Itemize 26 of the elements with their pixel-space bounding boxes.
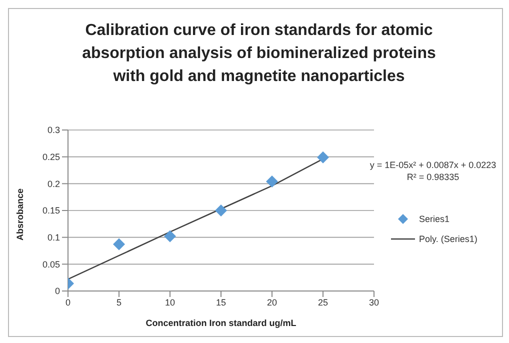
point — [164, 230, 176, 242]
x-tick-label: 10 — [164, 297, 176, 308]
x-tick-label: 30 — [368, 297, 380, 308]
x-tick-label: 5 — [116, 297, 122, 308]
y-axis-title: Absrobance — [15, 188, 26, 240]
x-tick-label: 0 — [65, 297, 71, 308]
y-tick-label: 0.2 — [47, 178, 60, 189]
x-tick-label: 20 — [266, 297, 278, 308]
x-axis-title: Concentration Iron standard ug/mL — [146, 318, 297, 328]
chart-title: Calibration curve of iron standards for atomic absorption analysis of biomineralized proteins with gold and magnetite nanoparticles — [81, 21, 437, 87]
x-tick-label: 15 — [216, 297, 226, 308]
text: R² = 0.98335 — [406, 171, 460, 183]
y-tick-label: 0.05 — [42, 259, 60, 270]
point — [113, 238, 125, 250]
x-tick-label: 25 — [318, 297, 328, 308]
y-tick-label: 0.15 — [42, 206, 60, 216]
y-tick-label: 0.25 — [42, 152, 60, 162]
y-tick-label: 0 — [54, 286, 60, 296]
y-tick-label: 0.1 — [47, 232, 60, 243]
legend-label: Series1 — [419, 214, 450, 224]
legend-label: Poly. (Series1) — [419, 234, 478, 244]
annotation: y = 1E-05x² + 0.0087x + 0.0223 — [368, 159, 498, 171]
point — [215, 204, 227, 216]
y-tick-label: 0.3 — [47, 125, 60, 136]
point — [317, 151, 329, 164]
point — [266, 176, 278, 188]
